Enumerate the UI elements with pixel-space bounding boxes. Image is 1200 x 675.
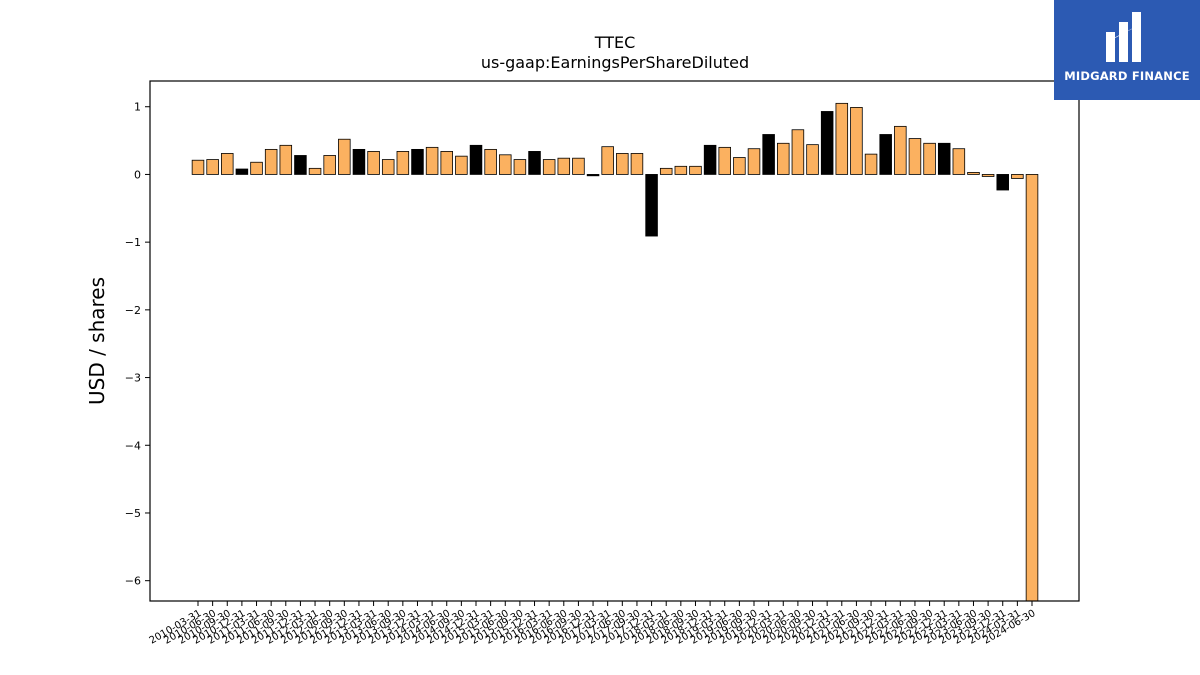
- bar-2013-12-31: [411, 148, 424, 175]
- bar-2023-12-31: [996, 174, 1009, 191]
- bar-2016-12-31: [586, 174, 600, 177]
- x-axis-ticks: 2010-03-312010-06-302010-09-302010-12-31…: [148, 601, 1038, 647]
- bar-2016-09-30: [572, 157, 585, 175]
- bar-2018-12-31: [703, 144, 717, 175]
- bar-2021-09-30: [864, 153, 878, 175]
- bar-2021-03-31: [835, 102, 849, 175]
- y-tick-label: −5: [125, 507, 141, 520]
- bar-2013-03-31: [367, 151, 380, 175]
- bar-2021-06-30: [850, 107, 863, 175]
- y-tick-label: 0: [134, 168, 141, 181]
- logo-text: MIDGARD FINANCE: [1064, 69, 1190, 83]
- bar-2020-03-31: [777, 142, 790, 175]
- y-tick-label: −2: [125, 304, 141, 317]
- y-tick-label: −4: [125, 439, 141, 452]
- bar-2017-09-30: [630, 153, 644, 175]
- bar-2020-09-30: [806, 144, 819, 175]
- bar-2017-03-31: [601, 146, 614, 175]
- midgard-logo-icon: [1106, 12, 1141, 62]
- bar-2022-06-30: [908, 138, 922, 175]
- bar-2020-12-31: [820, 111, 834, 175]
- y-axis-ticks: 1 0 −1 −2 −3 −4 −5 −6: [125, 101, 150, 588]
- brand-logo: MIDGARD FINANCE: [1054, 0, 1200, 100]
- bar-2021-12-31: [879, 134, 892, 175]
- y-tick-label: 1: [134, 101, 141, 114]
- bar-2011-12-31: [294, 155, 307, 175]
- bar-2015-03-31: [484, 148, 497, 175]
- y-axis-label: USD / shares: [85, 277, 109, 405]
- bar-2017-12-31: [645, 174, 658, 237]
- bar-2017-06-30: [616, 153, 629, 175]
- bar-2016-06-30: [557, 157, 571, 175]
- bar-2018-03-31: [659, 167, 673, 175]
- bar-2023-06-30: [967, 172, 980, 175]
- bar-2014-06-30: [440, 151, 453, 175]
- bar-2010-09-30: [221, 153, 234, 175]
- bar-2023-09-30: [981, 174, 995, 177]
- bar-2022-12-31: [937, 142, 951, 175]
- bar-series: [191, 102, 1039, 602]
- bar-2022-09-30: [923, 142, 936, 175]
- bar-2018-06-30: [674, 165, 688, 175]
- bar-2010-03-31: [191, 159, 205, 175]
- bar-2012-09-30: [338, 138, 351, 175]
- bar-2016-03-31: [542, 159, 556, 175]
- y-tick-label: −3: [125, 372, 141, 385]
- y-tick-label: −6: [125, 575, 141, 588]
- y-tick-label: −1: [125, 236, 141, 249]
- bar-2023-03-31: [952, 148, 966, 175]
- bar-2014-12-31: [469, 144, 483, 175]
- bar-2015-06-30: [499, 154, 512, 175]
- bar-2011-09-30: [279, 144, 293, 175]
- bar-2012-12-31: [352, 148, 366, 175]
- bar-2011-03-31: [250, 161, 263, 175]
- bar-2020-06-30: [791, 129, 805, 175]
- bar-2022-03-31: [894, 125, 907, 175]
- bar-2018-09-30: [689, 165, 702, 175]
- bar-2019-06-30: [733, 157, 746, 175]
- bar-2011-06-30: [264, 148, 278, 175]
- chart-title: TTEC: [594, 33, 636, 52]
- bar-2024-06-30: [1025, 174, 1039, 602]
- bar-2012-03-31: [308, 167, 322, 175]
- bar-2012-06-30: [323, 155, 336, 175]
- bar-2014-03-31: [425, 146, 439, 175]
- bar-2013-06-30: [381, 159, 395, 175]
- bar-2019-09-30: [747, 148, 761, 175]
- bar-2010-12-31: [235, 168, 249, 175]
- chart-subtitle: us-gaap:EarningsPerShareDiluted: [481, 53, 749, 72]
- bar-2010-06-30: [206, 159, 219, 175]
- bar-2019-12-31: [762, 134, 775, 175]
- bar-2024-03-31: [1011, 174, 1024, 179]
- bar-2013-09-30: [396, 151, 410, 175]
- plot-frame: [149, 80, 1080, 602]
- bar-2014-09-30: [455, 155, 468, 175]
- bar-2015-09-30: [513, 159, 527, 175]
- bar-2015-12-31: [528, 151, 541, 175]
- bar-2019-03-31: [718, 146, 731, 175]
